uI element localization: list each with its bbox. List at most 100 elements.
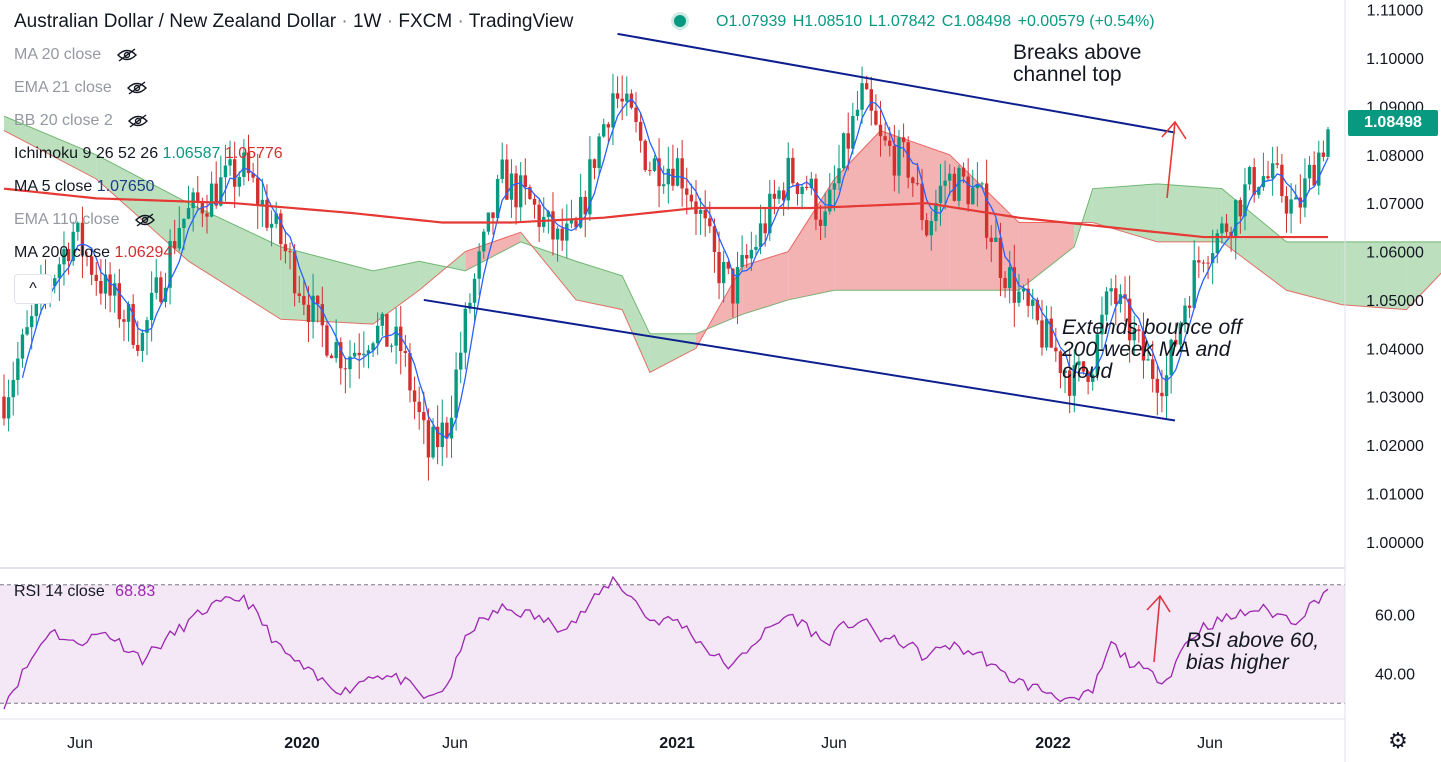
indicator-ma5[interactable]: MA 5 close 1.07650	[14, 178, 155, 195]
annotation-breaks[interactable]: Breaks above channel top	[1013, 41, 1142, 86]
candle-body	[265, 199, 269, 228]
symbol-title[interactable]: Australian Dollar / New Zealand Dollar ·…	[14, 11, 574, 32]
indicator-ma20[interactable]: MA 20 close	[14, 46, 138, 64]
candle-body	[274, 213, 278, 224]
candle-body	[1201, 262, 1206, 264]
candle-body	[223, 165, 228, 178]
price-tick-label: 1.03000	[1366, 390, 1424, 407]
market-status-icon[interactable]	[674, 15, 686, 27]
close-value: C1.08498	[941, 13, 1012, 30]
candle-body	[417, 401, 421, 413]
candle-body	[343, 368, 348, 370]
candle-body	[505, 159, 509, 200]
ichimoku-cloud-segment	[1286, 241, 1342, 305]
candle-body	[901, 137, 906, 143]
candle-body	[1104, 291, 1109, 315]
candle-body	[1049, 318, 1053, 348]
indicator-ema21[interactable]: EMA 21 close	[14, 79, 148, 97]
candle-body	[1210, 253, 1215, 263]
candle-body	[837, 168, 841, 184]
indicator-ema110[interactable]: EMA 110 close	[14, 211, 156, 229]
candle-body	[1307, 164, 1312, 179]
candle-body	[76, 222, 80, 232]
candle-body	[371, 343, 375, 351]
candle-body	[1294, 197, 1298, 200]
candle-body	[555, 228, 560, 240]
candle-body	[1160, 392, 1164, 397]
collapse-legend-button[interactable]: ^	[14, 274, 52, 304]
price-pane[interactable]	[2, 32, 1441, 481]
candle-body	[260, 199, 265, 205]
candle-body	[1326, 129, 1330, 157]
candle-body	[131, 304, 135, 345]
candle-body	[551, 211, 555, 240]
price-tick-label: 1.11000	[1367, 3, 1424, 20]
rsi-pane[interactable]	[0, 575, 1345, 710]
candle-body	[403, 351, 408, 353]
candle-body	[1012, 267, 1016, 303]
candle-body	[989, 237, 993, 242]
candle-body	[592, 159, 597, 168]
candle-body	[1031, 299, 1035, 306]
candle-body	[943, 180, 947, 186]
candle-body	[412, 390, 417, 402]
candle-body	[897, 137, 901, 176]
candle-body	[113, 283, 117, 296]
candle-body	[495, 178, 500, 219]
candle-body	[145, 320, 149, 333]
candle-body	[1054, 347, 1058, 352]
rsi-tick-label: 60.00	[1375, 607, 1415, 624]
candle-body	[583, 196, 587, 215]
price-tick-label: 1.06000	[1366, 245, 1424, 262]
candle-body	[1040, 320, 1044, 348]
rsi-legend[interactable]: RSI 14 close 68.83	[14, 583, 156, 600]
candle-body	[851, 116, 855, 149]
candle-body	[149, 292, 154, 321]
candle-body	[172, 241, 177, 249]
time-tick-label: Jun	[442, 735, 468, 752]
candle-body	[952, 173, 957, 201]
candle-body	[256, 177, 260, 205]
candle-body	[320, 304, 325, 326]
eye-hidden-icon[interactable]	[134, 213, 156, 227]
candle-body	[1220, 223, 1224, 234]
candle-body	[638, 121, 643, 141]
candle-body	[805, 186, 809, 189]
rsi-line	[3, 575, 1329, 710]
candle-body	[703, 209, 707, 219]
candle-body	[20, 334, 25, 359]
gear-icon[interactable]: ⚙	[1388, 728, 1408, 753]
candle-body	[334, 342, 338, 359]
candle-body	[574, 220, 578, 228]
candle-body	[472, 278, 477, 303]
candle-body	[1072, 365, 1076, 396]
candle-body	[698, 209, 703, 214]
candle-body	[242, 152, 246, 177]
annotation-extends[interactable]: Extends bounce off 200-week MA and cloud	[1062, 316, 1242, 383]
candle-body	[864, 83, 869, 90]
candle-body	[214, 183, 218, 206]
ichimoku-cloud-segment	[4, 116, 97, 179]
candle-body	[454, 369, 458, 418]
candle-body	[675, 158, 680, 186]
indicator-bb[interactable]: BB 20 close 2	[14, 112, 149, 130]
candle-body	[735, 267, 740, 304]
indicator-ichimoku[interactable]: Ichimoku 9 26 52 26 1.06587 1.05776	[14, 145, 283, 162]
time-tick-label: Jun	[67, 735, 93, 752]
eye-hidden-icon[interactable]	[126, 81, 148, 95]
candle-body	[1086, 371, 1090, 382]
eye-hidden-icon[interactable]	[127, 114, 149, 128]
indicator-ma200[interactable]: MA 200 close 1.06294	[14, 244, 173, 261]
annotation-rsi[interactable]: RSI above 60, bias higher	[1186, 629, 1320, 674]
candle-body	[459, 352, 463, 370]
candle-body	[1150, 359, 1155, 379]
ichimoku-value-2: 1.05776	[224, 145, 283, 162]
ma200-value: 1.06294	[114, 244, 173, 261]
eye-hidden-icon[interactable]	[116, 48, 138, 62]
candle-body	[292, 251, 297, 294]
rsi-value: 68.83	[115, 583, 156, 600]
candle-body	[1132, 329, 1136, 341]
price-tick-label: 1.00000	[1366, 535, 1424, 552]
candle-body	[375, 325, 380, 344]
